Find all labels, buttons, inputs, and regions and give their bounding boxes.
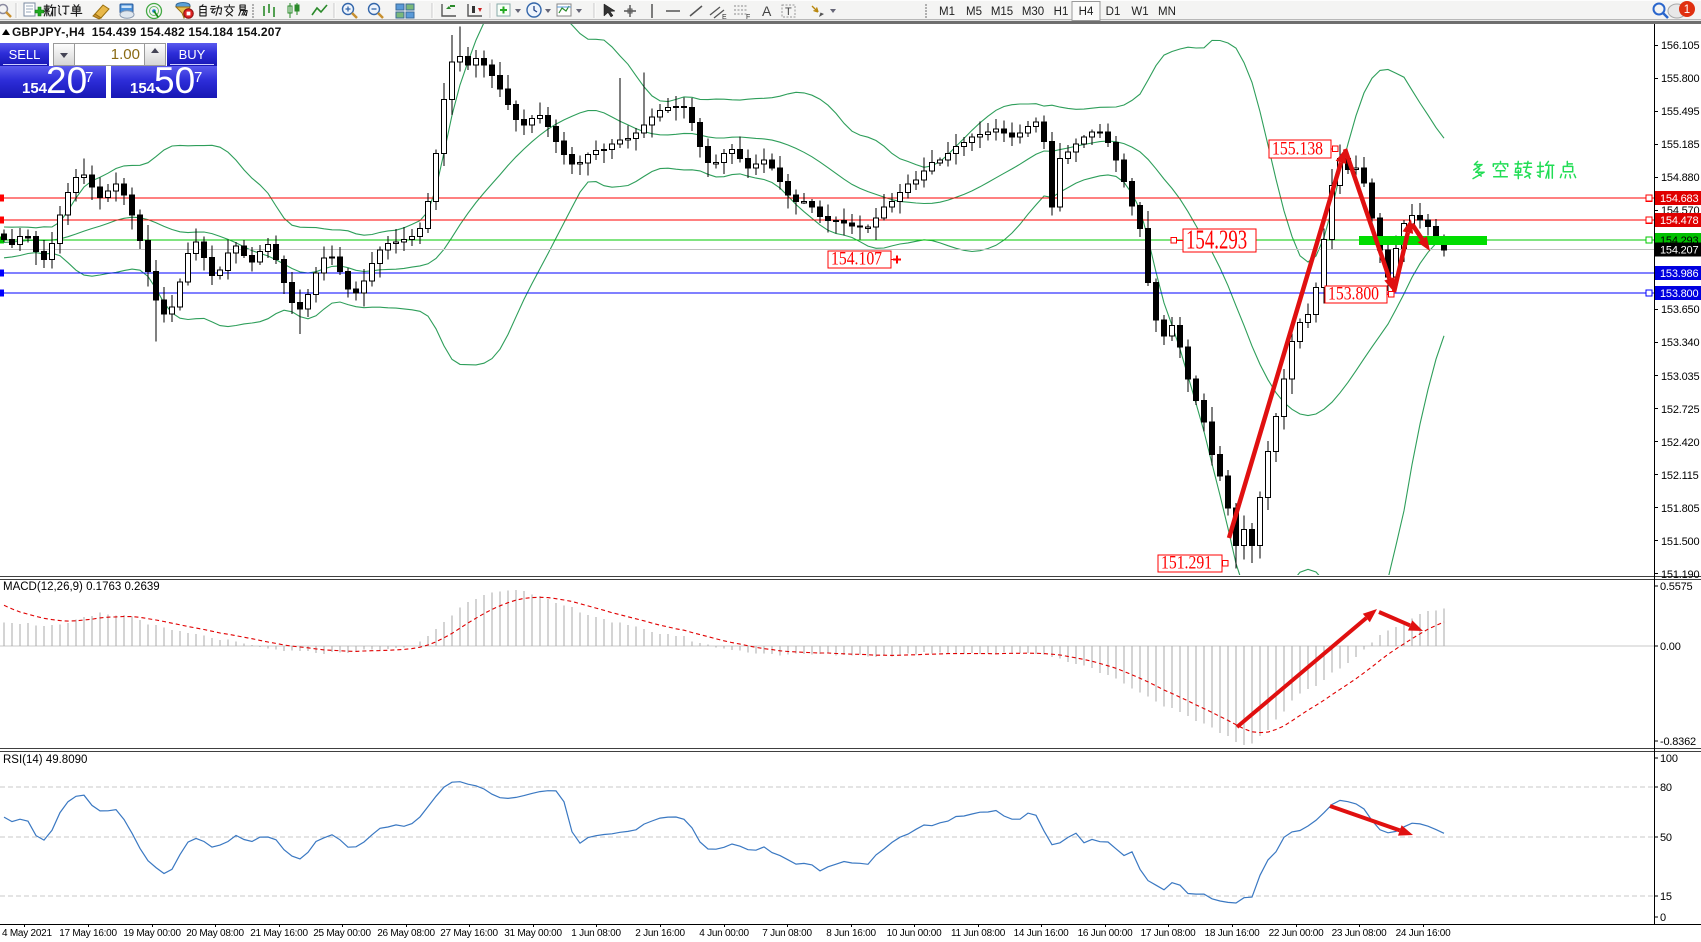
svg-text:H1: H1 xyxy=(1054,6,1069,18)
svg-text:22 Jun 00:00: 22 Jun 00:00 xyxy=(1269,928,1325,939)
svg-text:151.805: 151.805 xyxy=(1661,503,1699,515)
svg-text:25 May 00:00: 25 May 00:00 xyxy=(313,928,371,939)
svg-text:152.115: 152.115 xyxy=(1661,470,1699,482)
svg-text:M15: M15 xyxy=(991,6,1013,18)
svg-text:154.107: 154.107 xyxy=(831,247,882,269)
svg-text:0.5575: 0.5575 xyxy=(1660,581,1693,593)
svg-text:27 May 16:00: 27 May 16:00 xyxy=(440,928,498,939)
svg-text:26 May 08:00: 26 May 08:00 xyxy=(377,928,435,939)
svg-text:17 Jun 08:00: 17 Jun 08:00 xyxy=(1141,928,1197,939)
svg-text:20 May 08:00: 20 May 08:00 xyxy=(186,928,244,939)
svg-text:153.800: 153.800 xyxy=(1660,288,1698,300)
svg-text:154.207: 154.207 xyxy=(1660,244,1698,256)
svg-text:100: 100 xyxy=(1660,753,1678,765)
svg-text:4 Jun 00:00: 4 Jun 00:00 xyxy=(699,928,749,939)
svg-text:W1: W1 xyxy=(1131,6,1148,18)
svg-text:4 May 2021: 4 May 2021 xyxy=(2,928,52,939)
svg-text:MACD(12,26,9) 0.1763 0.2639: MACD(12,26,9) 0.1763 0.2639 xyxy=(3,581,160,593)
svg-text:31 May 00:00: 31 May 00:00 xyxy=(504,928,562,939)
svg-text:D1: D1 xyxy=(1106,6,1121,18)
svg-text:E: E xyxy=(722,14,727,21)
svg-text:151.291: 151.291 xyxy=(1161,551,1212,573)
svg-text:155.138: 155.138 xyxy=(1272,137,1323,159)
svg-text:11 Jun 08:00: 11 Jun 08:00 xyxy=(951,928,1006,939)
svg-text:F: F xyxy=(746,14,750,21)
svg-text:19 May 00:00: 19 May 00:00 xyxy=(123,928,181,939)
svg-text:153.035: 153.035 xyxy=(1661,371,1699,383)
svg-text:153.800: 153.800 xyxy=(1328,282,1379,304)
svg-text:H4: H4 xyxy=(1079,6,1094,18)
svg-text:16 Jun 00:00: 16 Jun 00:00 xyxy=(1078,928,1134,939)
svg-text:MN: MN xyxy=(1158,6,1176,18)
svg-text:155.800: 155.800 xyxy=(1661,73,1699,85)
svg-text:154.683: 154.683 xyxy=(1660,193,1698,205)
svg-text:156.105: 156.105 xyxy=(1661,40,1699,52)
svg-text:153.650: 153.650 xyxy=(1661,304,1699,316)
svg-text:0.00: 0.00 xyxy=(1660,641,1681,653)
svg-text:18 Jun 16:00: 18 Jun 16:00 xyxy=(1205,928,1261,939)
svg-text:8 Jun 16:00: 8 Jun 16:00 xyxy=(826,928,876,939)
svg-text:M30: M30 xyxy=(1022,6,1044,18)
svg-text:RSI(14) 49.8090: RSI(14) 49.8090 xyxy=(3,754,87,766)
svg-text:10 Jun 00:00: 10 Jun 00:00 xyxy=(887,928,943,939)
svg-text:2 Jun 16:00: 2 Jun 16:00 xyxy=(635,928,685,939)
svg-text:50: 50 xyxy=(1660,832,1672,844)
svg-text:M1: M1 xyxy=(939,6,955,18)
svg-text:154.478: 154.478 xyxy=(1660,215,1698,227)
svg-text:0: 0 xyxy=(1660,912,1666,924)
svg-text:7 Jun 08:00: 7 Jun 08:00 xyxy=(762,928,812,939)
svg-text:1: 1 xyxy=(1684,4,1690,16)
svg-text:-0.8362: -0.8362 xyxy=(1660,736,1696,748)
svg-text:80: 80 xyxy=(1660,782,1672,794)
svg-text:15: 15 xyxy=(1660,891,1672,903)
svg-text:155.185: 155.185 xyxy=(1661,139,1699,151)
svg-text:153.986: 153.986 xyxy=(1660,268,1698,280)
svg-text:155.495: 155.495 xyxy=(1661,106,1699,118)
svg-text:23 Jun 08:00: 23 Jun 08:00 xyxy=(1332,928,1388,939)
svg-text:154.880: 154.880 xyxy=(1661,172,1699,184)
svg-text:A: A xyxy=(762,3,772,19)
svg-text:24 Jun 16:00: 24 Jun 16:00 xyxy=(1396,928,1452,939)
svg-text:154.293: 154.293 xyxy=(1186,225,1247,255)
svg-text:152.725: 152.725 xyxy=(1661,404,1699,416)
svg-text:1 Jun 08:00: 1 Jun 08:00 xyxy=(571,928,621,939)
svg-text:21 May 16:00: 21 May 16:00 xyxy=(250,928,308,939)
svg-text:151.500: 151.500 xyxy=(1661,536,1699,548)
svg-text:17 May 16:00: 17 May 16:00 xyxy=(59,928,117,939)
svg-text:152.420: 152.420 xyxy=(1661,437,1699,449)
svg-text:14 Jun 16:00: 14 Jun 16:00 xyxy=(1014,928,1070,939)
svg-text:151.190: 151.190 xyxy=(1661,569,1699,581)
svg-text:153.340: 153.340 xyxy=(1661,337,1699,349)
svg-text:M5: M5 xyxy=(966,6,982,18)
svg-text:T: T xyxy=(785,6,792,18)
